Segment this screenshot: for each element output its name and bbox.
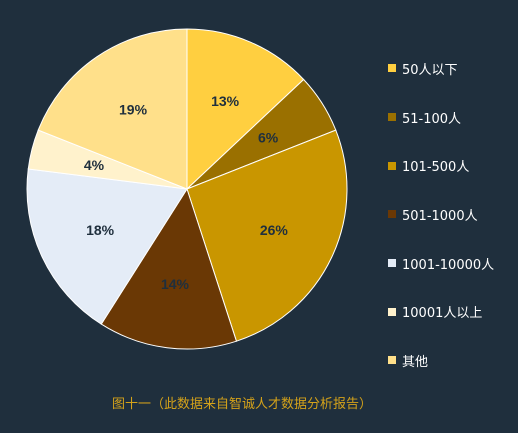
legend-swatch <box>388 64 396 73</box>
chart-caption: 图十一（此数据来自智诚人才数据分析报告） <box>111 397 372 412</box>
legend-label: 50人以下 <box>402 62 458 78</box>
legend-swatch <box>388 259 396 268</box>
slice-data-label: 6% <box>258 130 279 146</box>
pie-slice-labels: 13% 6% 26% 14% 18% 4% 19% <box>84 93 289 292</box>
slice-data-label: 26% <box>260 222 289 238</box>
legend-item: 1001-10000人 <box>388 239 494 288</box>
slice-data-label: 4% <box>84 157 105 173</box>
pie-slice <box>37 28 188 190</box>
legend-label: 10001人以上 <box>402 306 483 322</box>
legend-swatch <box>388 113 396 122</box>
pie-slice <box>186 28 305 191</box>
slice-data-label: 14% <box>161 276 190 292</box>
slice-data-label: 18% <box>86 222 115 238</box>
legend-item: 其他 <box>388 336 494 385</box>
legend-swatch <box>388 210 396 219</box>
pie-slice <box>186 129 348 342</box>
legend-label: 101-500人 <box>402 160 470 176</box>
legend-label: 1001-10000人 <box>402 257 495 273</box>
legend-item: 10001人以上 <box>388 287 494 336</box>
legend-swatch <box>388 161 396 170</box>
legend-item: 50人以下 <box>388 44 494 93</box>
legend-item: 501-1000人 <box>388 190 494 239</box>
slice-data-label: 13% <box>211 93 240 109</box>
slice-data-label: 19% <box>119 102 148 118</box>
legend-item: 51-100人 <box>388 93 494 142</box>
legend-label: 其他 <box>402 354 429 370</box>
legend-item: 101-500人 <box>388 141 494 190</box>
legend-swatch <box>388 307 396 316</box>
legend-swatch <box>388 356 396 365</box>
legend-label: 51-100人 <box>402 111 462 127</box>
pie-slices <box>26 28 348 350</box>
pie-slice <box>100 187 238 350</box>
legend-label: 501-1000人 <box>402 208 478 224</box>
chart-legend: 50人以下 51-100人 101-500人 501-1000人 1001-10000人… <box>388 44 494 385</box>
pie-slice <box>26 168 188 325</box>
